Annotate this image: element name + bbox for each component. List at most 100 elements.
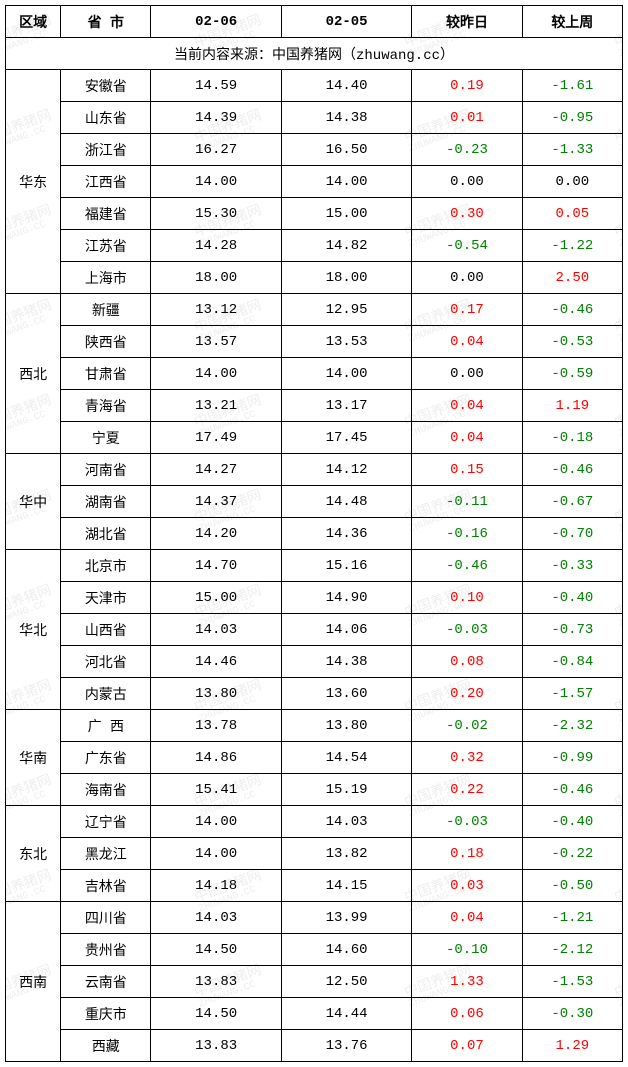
province-cell: 西藏 [61, 1030, 151, 1062]
date2-cell: 14.48 [281, 486, 411, 518]
date1-cell: 14.03 [151, 614, 281, 646]
vs-week-cell: -0.73 [522, 614, 622, 646]
province-cell: 吉林省 [61, 870, 151, 902]
vs-week-cell: -1.53 [522, 966, 622, 998]
province-cell: 内蒙古 [61, 678, 151, 710]
vs-yest-cell: 0.18 [412, 838, 522, 870]
region-cell: 华南 [6, 710, 61, 806]
province-cell: 四川省 [61, 902, 151, 934]
table-row: 海南省15.4115.190.22-0.46 [6, 774, 623, 806]
date2-cell: 14.12 [281, 454, 411, 486]
vs-week-cell: 2.50 [522, 262, 622, 294]
date2-cell: 13.99 [281, 902, 411, 934]
date1-cell: 14.00 [151, 358, 281, 390]
date1-cell: 14.20 [151, 518, 281, 550]
region-cell: 华东 [6, 70, 61, 294]
date2-cell: 15.16 [281, 550, 411, 582]
date1-cell: 17.49 [151, 422, 281, 454]
vs-yest-cell: -0.54 [412, 230, 522, 262]
table-row: 福建省15.3015.000.300.05 [6, 198, 623, 230]
province-cell: 青海省 [61, 390, 151, 422]
vs-week-cell: -1.21 [522, 902, 622, 934]
province-cell: 黑龙江 [61, 838, 151, 870]
vs-yest-cell: 0.22 [412, 774, 522, 806]
province-cell: 湖北省 [61, 518, 151, 550]
date2-cell: 15.19 [281, 774, 411, 806]
vs-yest-cell: 0.04 [412, 422, 522, 454]
vs-week-cell: -2.12 [522, 934, 622, 966]
vs-yest-cell: 0.01 [412, 102, 522, 134]
col-province: 省 市 [61, 6, 151, 38]
table-row: 内蒙古13.8013.600.20-1.57 [6, 678, 623, 710]
vs-week-cell: -0.46 [522, 454, 622, 486]
date1-cell: 15.30 [151, 198, 281, 230]
table-row: 西南四川省14.0313.990.04-1.21 [6, 902, 623, 934]
vs-yest-cell: 1.33 [412, 966, 522, 998]
date1-cell: 14.86 [151, 742, 281, 774]
date1-cell: 14.00 [151, 166, 281, 198]
table-row: 西北新疆13.1212.950.17-0.46 [6, 294, 623, 326]
province-cell: 新疆 [61, 294, 151, 326]
province-cell: 北京市 [61, 550, 151, 582]
vs-week-cell: 0.00 [522, 166, 622, 198]
vs-yest-cell: 0.06 [412, 998, 522, 1030]
province-cell: 湖南省 [61, 486, 151, 518]
date2-cell: 14.38 [281, 102, 411, 134]
table-row: 浙江省16.2716.50-0.23-1.33 [6, 134, 623, 166]
table-row: 华北北京市14.7015.16-0.46-0.33 [6, 550, 623, 582]
vs-yest-cell: 0.00 [412, 358, 522, 390]
col-vs-yest: 较昨日 [412, 6, 522, 38]
region-cell: 东北 [6, 806, 61, 902]
vs-week-cell: 1.19 [522, 390, 622, 422]
table-row: 山东省14.3914.380.01-0.95 [6, 102, 623, 134]
date2-cell: 13.82 [281, 838, 411, 870]
date1-cell: 14.50 [151, 998, 281, 1030]
date2-cell: 18.00 [281, 262, 411, 294]
date1-cell: 13.21 [151, 390, 281, 422]
date2-cell: 14.82 [281, 230, 411, 262]
price-table: 区域 省 市 02-06 02-05 较昨日 较上周 当前内容来源：中国养猪网（… [5, 5, 623, 1062]
date1-cell: 13.83 [151, 966, 281, 998]
date1-cell: 14.59 [151, 70, 281, 102]
date1-cell: 13.80 [151, 678, 281, 710]
province-cell: 宁夏 [61, 422, 151, 454]
table-row: 河北省14.4614.380.08-0.84 [6, 646, 623, 678]
vs-week-cell: -0.40 [522, 806, 622, 838]
date2-cell: 14.00 [281, 166, 411, 198]
vs-week-cell: -1.33 [522, 134, 622, 166]
vs-week-cell: -0.18 [522, 422, 622, 454]
table-row: 华东安徽省14.5914.400.19-1.61 [6, 70, 623, 102]
vs-yest-cell: -0.11 [412, 486, 522, 518]
date2-cell: 14.90 [281, 582, 411, 614]
vs-yest-cell: 0.07 [412, 1030, 522, 1062]
vs-yest-cell: -0.23 [412, 134, 522, 166]
province-cell: 海南省 [61, 774, 151, 806]
vs-yest-cell: 0.00 [412, 262, 522, 294]
date2-cell: 12.95 [281, 294, 411, 326]
vs-yest-cell: 0.03 [412, 870, 522, 902]
date1-cell: 14.00 [151, 806, 281, 838]
table-row: 黑龙江14.0013.820.18-0.22 [6, 838, 623, 870]
province-cell: 天津市 [61, 582, 151, 614]
date2-cell: 14.44 [281, 998, 411, 1030]
province-cell: 山西省 [61, 614, 151, 646]
table-row: 宁夏17.4917.450.04-0.18 [6, 422, 623, 454]
col-date2: 02-05 [281, 6, 411, 38]
vs-week-cell: -1.57 [522, 678, 622, 710]
table-row: 云南省13.8312.501.33-1.53 [6, 966, 623, 998]
vs-week-cell: -0.46 [522, 294, 622, 326]
date1-cell: 14.39 [151, 102, 281, 134]
table-row: 湖北省14.2014.36-0.16-0.70 [6, 518, 623, 550]
table-row: 西藏13.8313.760.071.29 [6, 1030, 623, 1062]
date2-cell: 13.17 [281, 390, 411, 422]
vs-yest-cell: 0.32 [412, 742, 522, 774]
date1-cell: 13.12 [151, 294, 281, 326]
date2-cell: 14.54 [281, 742, 411, 774]
date1-cell: 14.50 [151, 934, 281, 966]
vs-yest-cell: -0.16 [412, 518, 522, 550]
vs-week-cell: -0.40 [522, 582, 622, 614]
vs-week-cell: -0.33 [522, 550, 622, 582]
date1-cell: 13.78 [151, 710, 281, 742]
table-row: 广东省14.8614.540.32-0.99 [6, 742, 623, 774]
province-cell: 江西省 [61, 166, 151, 198]
